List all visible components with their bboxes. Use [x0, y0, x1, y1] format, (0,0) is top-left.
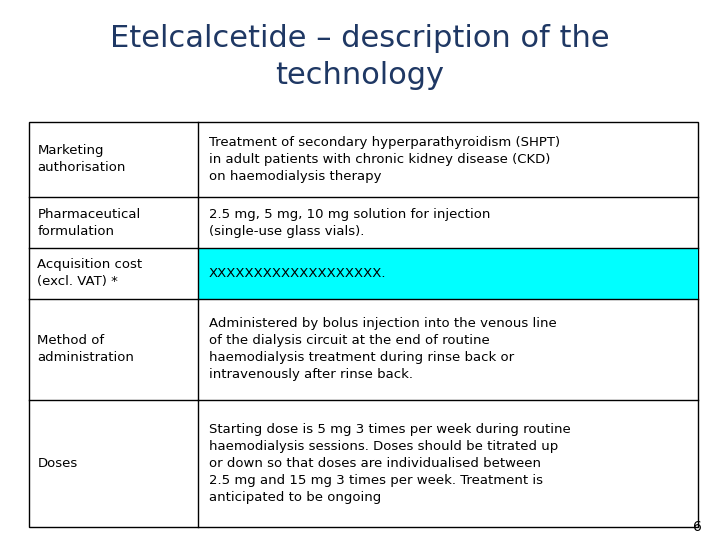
Text: Starting dose is 5 mg 3 times per week during routine
haemodialysis sessions. Do: Starting dose is 5 mg 3 times per week d… — [209, 423, 570, 504]
Text: 6: 6 — [693, 519, 702, 534]
Bar — [198, 248, 698, 299]
Text: Method of
administration: Method of administration — [37, 334, 135, 364]
Text: Pharmaceutical
formulation: Pharmaceutical formulation — [37, 208, 140, 238]
Text: XXXXXXXXXXXXXXXXXXX.: XXXXXXXXXXXXXXXXXXX. — [209, 267, 387, 280]
Text: Administered by bolus injection into the venous line
of the dialysis circuit at : Administered by bolus injection into the… — [209, 318, 557, 381]
Text: Etelcalcetide – description of the
technology: Etelcalcetide – description of the techn… — [110, 24, 610, 90]
Text: Treatment of secondary hyperparathyroidism (SHPT)
in adult patients with chronic: Treatment of secondary hyperparathyroidi… — [209, 136, 560, 183]
Text: Marketing
authorisation: Marketing authorisation — [37, 145, 126, 174]
Bar — [29, 122, 698, 526]
Text: 2.5 mg, 5 mg, 10 mg solution for injection
(single-use glass vials).: 2.5 mg, 5 mg, 10 mg solution for injecti… — [209, 208, 490, 238]
Text: Doses: Doses — [37, 457, 78, 470]
Text: Acquisition cost
(excl. VAT) *: Acquisition cost (excl. VAT) * — [37, 258, 143, 288]
